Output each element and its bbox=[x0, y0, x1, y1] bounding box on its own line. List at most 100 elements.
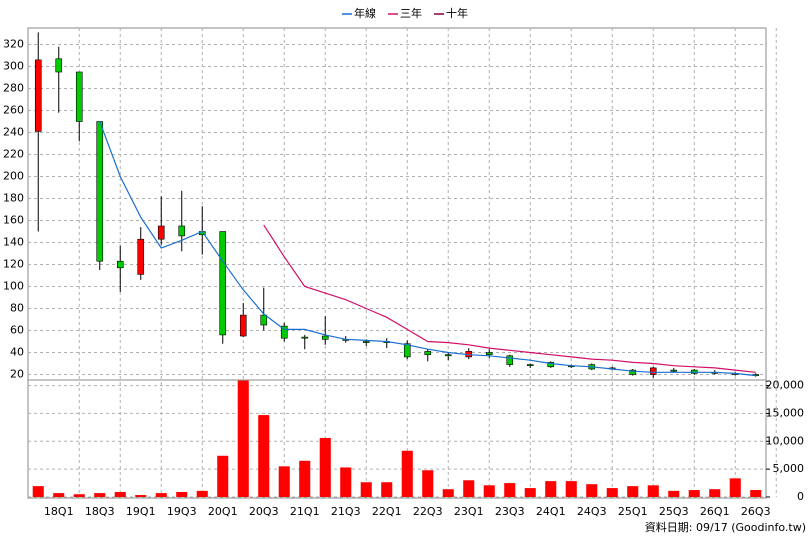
x-tick-label: 26Q1 bbox=[700, 505, 730, 518]
x-tick-label: 26Q3 bbox=[741, 505, 771, 518]
volume-bar bbox=[258, 415, 270, 497]
candle-body bbox=[301, 336, 309, 339]
volume-bar bbox=[155, 493, 167, 497]
volume-bar bbox=[565, 481, 577, 497]
x-tick-label: 20Q3 bbox=[249, 505, 279, 518]
volume-bar bbox=[299, 460, 311, 497]
candle-body bbox=[485, 352, 493, 355]
volume-bar bbox=[647, 485, 659, 497]
x-tick-label: 23Q1 bbox=[454, 505, 484, 518]
y-tick-label: 260 bbox=[3, 104, 24, 117]
volume-bar bbox=[176, 491, 188, 497]
candle-body bbox=[649, 367, 657, 375]
candle-body bbox=[116, 260, 124, 269]
y2-tick-label: 5,000 bbox=[773, 462, 805, 475]
x-tick-label: 21Q1 bbox=[290, 505, 320, 518]
volume-bar bbox=[483, 485, 495, 497]
candle-body bbox=[157, 225, 165, 240]
ma-line bbox=[263, 224, 756, 373]
candle-body bbox=[137, 238, 145, 275]
candle-body bbox=[362, 341, 370, 343]
volume-bar bbox=[114, 491, 126, 497]
volume-bar bbox=[278, 466, 290, 497]
volume-bar bbox=[381, 482, 393, 497]
volume-bar bbox=[627, 486, 639, 497]
candle-body bbox=[96, 121, 104, 262]
candle-body bbox=[403, 343, 411, 358]
y-tick-label: 280 bbox=[3, 82, 24, 95]
volume-bar bbox=[319, 437, 331, 497]
candle-body bbox=[219, 231, 227, 336]
volume-bar bbox=[196, 490, 208, 497]
y-tick-label: 40 bbox=[10, 346, 24, 359]
y-tick-label: 160 bbox=[3, 214, 24, 227]
candle-body bbox=[55, 58, 63, 73]
volume-bar bbox=[422, 470, 434, 497]
y2-tick-label: 0 bbox=[797, 490, 804, 503]
legend-label: 三年 bbox=[400, 6, 422, 20]
y-tick-label: 180 bbox=[3, 192, 24, 205]
volume-bar bbox=[709, 489, 721, 497]
volume-bar bbox=[53, 493, 65, 497]
y-tick-label: 140 bbox=[3, 236, 24, 249]
y-tick-label: 320 bbox=[3, 38, 24, 51]
candle-body bbox=[75, 71, 83, 122]
candle-body bbox=[547, 362, 555, 368]
y-tick-label: 120 bbox=[3, 258, 24, 271]
x-tick-label: 19Q3 bbox=[167, 505, 197, 518]
y-tick-label: 300 bbox=[3, 60, 24, 73]
volume-bar bbox=[94, 493, 106, 497]
x-tick-label: 25Q1 bbox=[618, 505, 648, 518]
legend-label: 十年 bbox=[446, 6, 468, 20]
y2-tick-label: 20,000 bbox=[766, 379, 805, 392]
candle-body bbox=[506, 355, 514, 365]
candle-body bbox=[424, 351, 432, 355]
volume-bar bbox=[524, 488, 536, 497]
candle-body bbox=[239, 314, 247, 337]
x-tick-label: 21Q3 bbox=[331, 505, 361, 518]
volume-bar bbox=[668, 490, 680, 497]
volume-bar bbox=[504, 483, 516, 497]
x-tick-label: 18Q1 bbox=[44, 505, 74, 518]
candle-body bbox=[670, 369, 678, 372]
x-tick-label: 24Q1 bbox=[536, 505, 566, 518]
y2-tick-label: 10,000 bbox=[766, 434, 805, 447]
volume-bar bbox=[73, 494, 85, 497]
x-tick-label: 25Q3 bbox=[659, 505, 689, 518]
volume-bar bbox=[750, 490, 762, 497]
x-tick-label: 23Q3 bbox=[495, 505, 525, 518]
y-tick-label: 80 bbox=[10, 302, 24, 315]
volume-bar bbox=[545, 481, 557, 497]
volume-bar bbox=[606, 488, 618, 497]
volume-bar bbox=[32, 486, 44, 497]
volume-bar bbox=[237, 380, 249, 497]
candle-body bbox=[444, 354, 452, 357]
candle-body bbox=[321, 335, 329, 340]
candle-body bbox=[34, 59, 42, 132]
x-tick-label: 22Q3 bbox=[413, 505, 443, 518]
y-tick-label: 100 bbox=[3, 280, 24, 293]
x-tick-label: 20Q1 bbox=[208, 505, 238, 518]
volume-bar bbox=[135, 495, 147, 497]
candle-body bbox=[526, 364, 534, 367]
volume-bar bbox=[729, 478, 741, 497]
volume-bar bbox=[217, 455, 229, 497]
y-tick-label: 240 bbox=[3, 126, 24, 139]
volume-bar bbox=[463, 480, 475, 497]
y-tick-label: 20 bbox=[10, 368, 24, 381]
footer: 資料日期: 09/17 (Goodinfo.tw) bbox=[645, 520, 806, 534]
volume-bar bbox=[340, 467, 352, 497]
candle-body bbox=[260, 314, 268, 326]
legend-label: 年線 bbox=[354, 6, 376, 20]
x-tick-label: 19Q1 bbox=[126, 505, 156, 518]
volume-bar bbox=[401, 450, 413, 497]
x-tick-label: 22Q1 bbox=[372, 505, 402, 518]
candle-body bbox=[629, 369, 637, 375]
y-tick-label: 200 bbox=[3, 170, 24, 183]
candle-body bbox=[280, 325, 288, 339]
volume-bar bbox=[360, 482, 372, 497]
plot-frame bbox=[27, 27, 767, 499]
y-tick-label: 220 bbox=[3, 148, 24, 161]
volume-bar bbox=[442, 489, 454, 497]
